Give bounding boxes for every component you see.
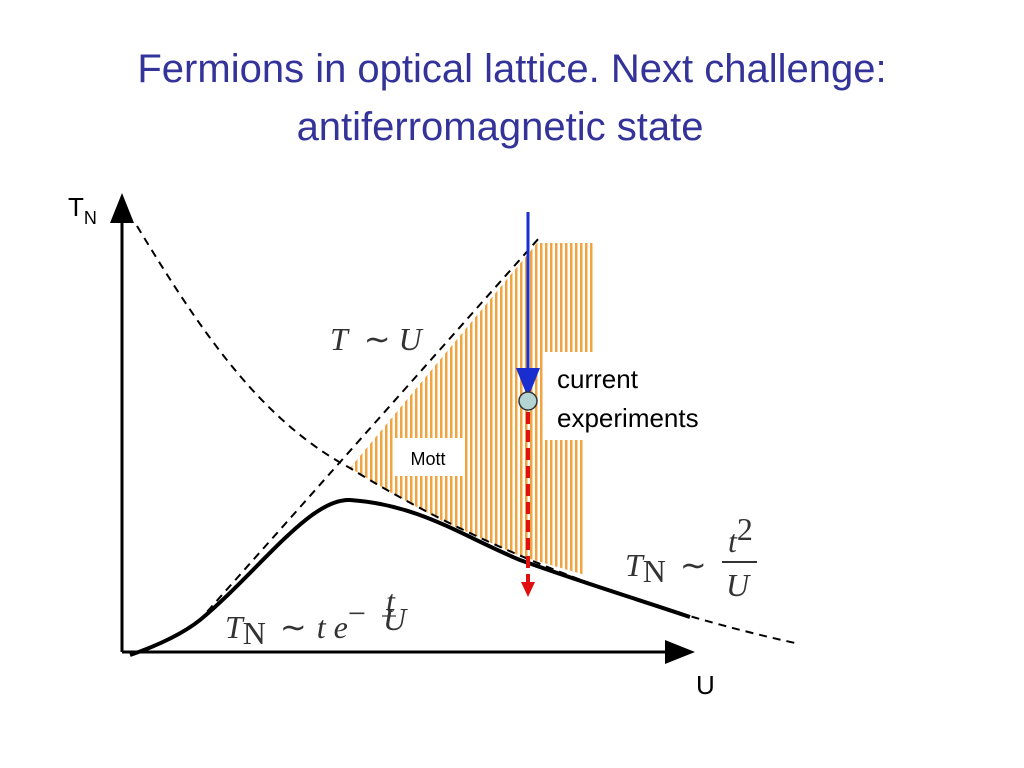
- target-arrowhead: [521, 582, 535, 597]
- annotation: experiments: [557, 403, 699, 433]
- y-axis-label-main: T: [68, 192, 84, 222]
- formula-linear: T ∼ U: [330, 321, 424, 357]
- title-line: antiferromagnetic state: [297, 105, 704, 149]
- formula-denominator: U: [726, 567, 751, 603]
- y-axis-label-sub: N: [84, 208, 97, 228]
- strong-coupling-curve: [136, 225, 796, 644]
- formula-exp-num: t: [386, 583, 396, 619]
- formula-numerator: t2: [728, 511, 753, 559]
- formula-exp-den: U: [383, 601, 408, 637]
- formula-part: N: [243, 615, 266, 651]
- formula-part: T: [330, 321, 350, 357]
- formula-part: U: [399, 321, 424, 357]
- mott-region: [350, 243, 595, 575]
- annotation: current: [557, 364, 639, 394]
- formula-part: ∼: [364, 321, 391, 357]
- mott-box: [393, 438, 463, 476]
- y-axis-label: TN: [68, 192, 97, 228]
- formula-part: T: [625, 547, 645, 583]
- x-axis-label: U: [696, 670, 715, 700]
- experiment-point: [518, 391, 538, 411]
- formula-part: N: [643, 553, 666, 589]
- formula-weak: TN ∼ t e−: [225, 595, 366, 651]
- formula-part: ∼: [280, 609, 307, 645]
- linear-line: [197, 236, 541, 623]
- title-line: Fermions in optical lattice. Next challe…: [137, 47, 886, 91]
- formula-part: 2: [737, 511, 753, 547]
- neel-curve: [129, 497, 691, 657]
- formula-part: t e: [317, 609, 348, 645]
- formula-part: t: [728, 523, 738, 559]
- formula-strong: TN ∼: [625, 547, 707, 589]
- mott-label: Mott: [410, 449, 445, 469]
- formula-part: T: [225, 609, 245, 645]
- formula-part: ∼: [680, 547, 707, 583]
- formula-part: −: [348, 595, 366, 631]
